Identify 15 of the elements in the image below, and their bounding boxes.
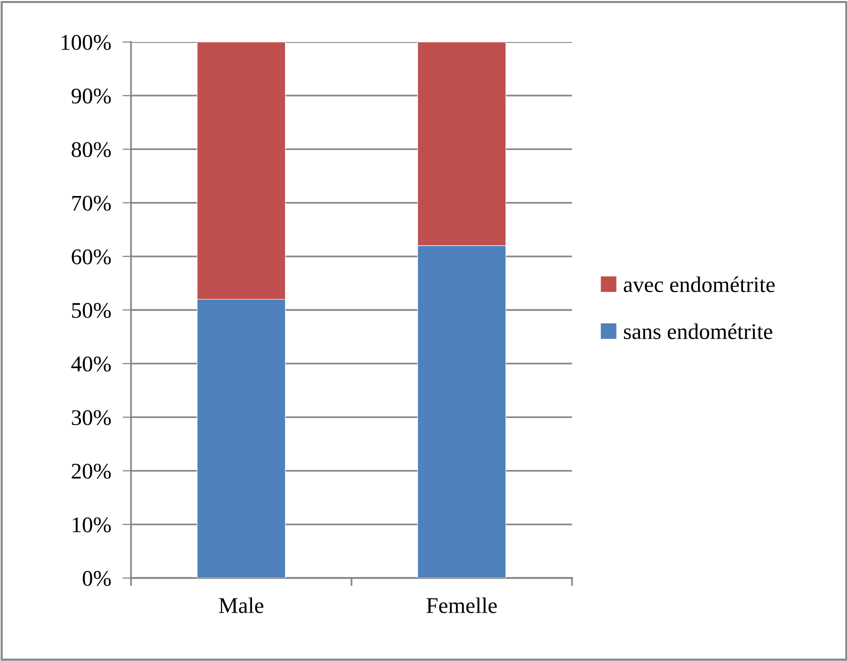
legend-label: sans endométrite [624, 323, 772, 340]
y-tick-label: 90% [72, 88, 111, 104]
y-tick-label: 60% [72, 249, 111, 264]
y-tick-label: 70% [72, 196, 111, 211]
y-tick-label: 40% [71, 356, 111, 372]
y-tick-label: 50% [72, 302, 111, 318]
y-tick-label: 20% [72, 464, 111, 479]
x-tick-label: Femelle [426, 597, 497, 614]
legend-label: avec endométrite [624, 276, 775, 292]
y-tick-label: 0% [82, 570, 111, 586]
y-tick-label: 80% [72, 142, 111, 158]
y-tick-label: 10% [72, 517, 111, 532]
y-tick-label: 30% [72, 410, 111, 426]
x-tick-label: Male [219, 597, 264, 614]
y-tick-label: 100% [62, 34, 111, 50]
